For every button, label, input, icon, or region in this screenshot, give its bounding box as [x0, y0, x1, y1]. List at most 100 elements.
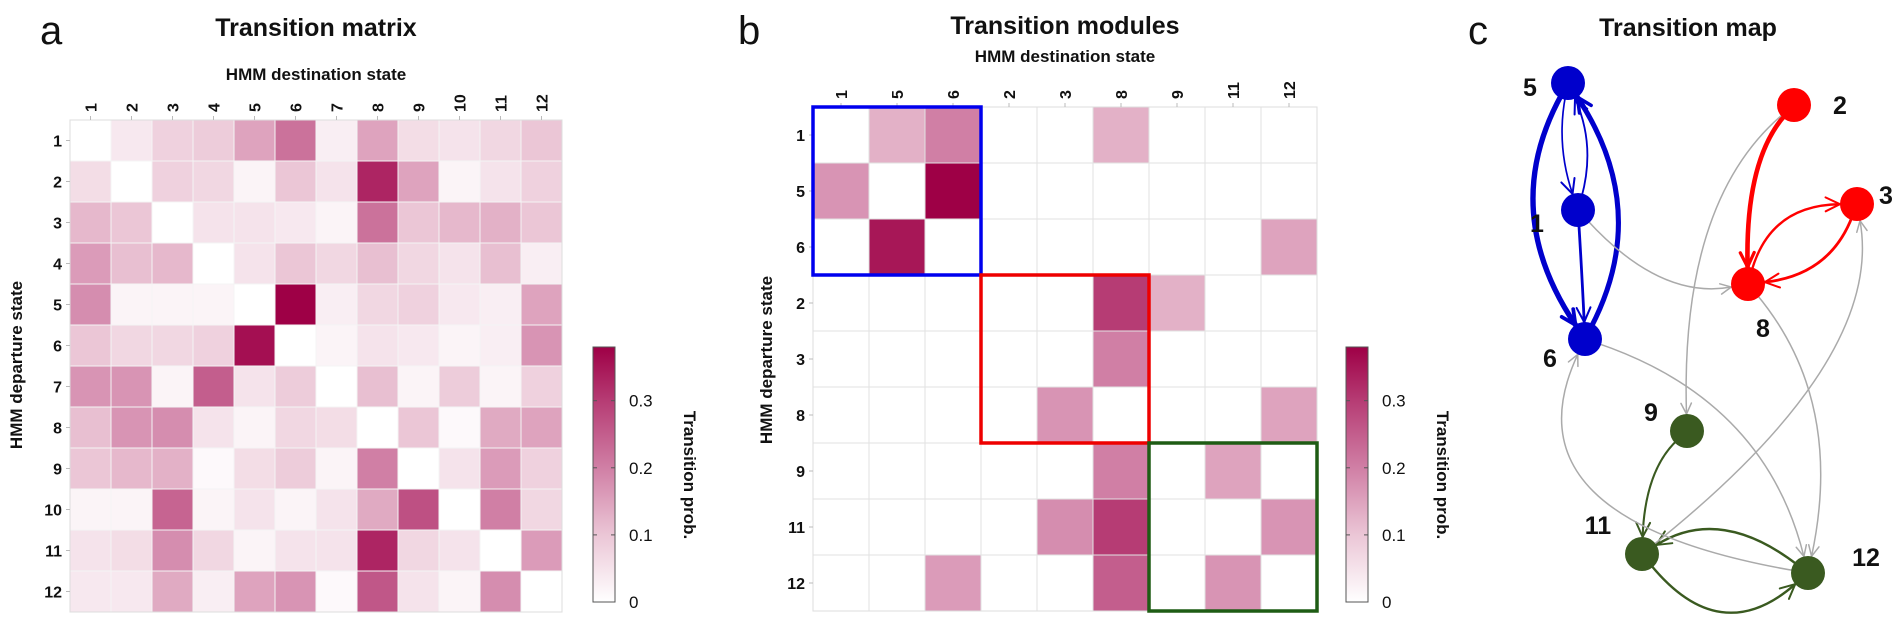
network-edge [1755, 293, 1822, 558]
heatmap-cell [69, 365, 112, 408]
heatmap-cell [868, 162, 926, 220]
node-label: 1 [1530, 210, 1544, 238]
heatmap-cell [980, 386, 1038, 444]
network-node [1568, 322, 1602, 356]
heatmap-cell [520, 365, 563, 408]
heatmap-cell [233, 201, 276, 244]
y-tick-label: 12 [44, 585, 62, 602]
heatmap-cell [868, 386, 926, 444]
heatmap-cell [397, 406, 440, 449]
heatmap-cell [1148, 498, 1206, 556]
heatmap-cell [438, 160, 481, 203]
colorbar-tick-label: 0.1 [629, 526, 653, 545]
heatmap-cell [69, 529, 112, 572]
heatmap-cell [274, 529, 317, 572]
heatmap-cell [438, 365, 481, 408]
heatmap-cell [233, 488, 276, 531]
heatmap-cell [980, 218, 1038, 276]
heatmap-cell [233, 242, 276, 285]
node-label: 2 [1833, 92, 1847, 120]
heatmap-cell [1036, 498, 1094, 556]
heatmap-cell [315, 119, 358, 162]
colorbar-tick-label: 0 [1382, 593, 1391, 612]
y-tick-label: 5 [796, 184, 805, 201]
heatmap-cell [520, 283, 563, 326]
heatmap-cell [356, 160, 399, 203]
node-label: 9 [1644, 399, 1658, 427]
heatmap-cell [980, 554, 1038, 612]
colorbar-tick-label: 0.1 [1382, 526, 1406, 545]
heatmap-cell [233, 406, 276, 449]
heatmap-cell [233, 324, 276, 367]
colorbar-tick-label: 0.3 [629, 392, 653, 411]
heatmap-cell [274, 570, 317, 613]
panel-b: b Transition modules HMM destination sta… [738, 9, 1452, 613]
heatmap-cell [315, 488, 358, 531]
heatmap-cell [397, 201, 440, 244]
colorbar-tick-label: 0.2 [1382, 459, 1406, 478]
x-tick-label: 4 [207, 103, 224, 112]
heatmap-cell [1092, 330, 1150, 388]
node-label: 5 [1523, 74, 1537, 102]
heatmap-cell [315, 529, 358, 572]
heatmap-cell [812, 162, 870, 220]
heatmap-cell [315, 201, 358, 244]
y-tick-label: 8 [53, 421, 62, 438]
network-node [1561, 193, 1595, 227]
heatmap-cell [356, 570, 399, 613]
heatmap-cell [438, 406, 481, 449]
heatmap-cell [233, 283, 276, 326]
heatmap-cell [924, 386, 982, 444]
heatmap-cell [980, 106, 1038, 164]
x-tick-label: 11 [494, 95, 511, 112]
heatmap-cell [1036, 106, 1094, 164]
heatmap-cell [233, 447, 276, 490]
network-edge [1586, 218, 1733, 290]
heatmap-cell [868, 498, 926, 556]
heatmap-cell [274, 201, 317, 244]
heatmap-cell [1204, 274, 1262, 332]
heatmap-a-title: Transition matrix [215, 14, 417, 42]
edge-arrowhead-icon [1807, 543, 1820, 559]
network-edge [1750, 203, 1842, 273]
heatmap-cell [356, 283, 399, 326]
network-edge [1574, 97, 1589, 199]
heatmap-cell [1204, 386, 1262, 444]
heatmap-cell [868, 442, 926, 500]
node-label: 3 [1879, 182, 1893, 210]
heatmap-cell [315, 283, 358, 326]
y-tick-label: 2 [796, 296, 805, 313]
heatmap-cell [924, 442, 982, 500]
heatmap-a-xlabel: HMM destination state [226, 65, 406, 84]
heatmap-cell [520, 447, 563, 490]
heatmap-cell [151, 529, 194, 572]
heatmap-cell [812, 498, 870, 556]
heatmap-cell [479, 283, 522, 326]
x-tick-label: 10 [453, 94, 470, 112]
heatmap-cell [1260, 554, 1318, 612]
heatmap-cell [520, 488, 563, 531]
heatmap-cell [1148, 330, 1206, 388]
heatmap-cell [1260, 162, 1318, 220]
y-tick-label: 11 [788, 520, 805, 537]
heatmap-cell [274, 283, 317, 326]
heatmap-cell [110, 488, 153, 531]
heatmap-cell [520, 529, 563, 572]
heatmap-cell [356, 406, 399, 449]
colorbar-gradient [592, 346, 616, 603]
heatmap-cell [151, 406, 194, 449]
heatmap-cell [1260, 274, 1318, 332]
heatmap-cell [69, 324, 112, 367]
y-tick-label: 9 [796, 464, 805, 481]
heatmap-cell [192, 447, 235, 490]
heatmap-cell [980, 274, 1038, 332]
heatmap-cell [812, 330, 870, 388]
heatmap-cell [192, 570, 235, 613]
heatmap-cell [110, 447, 153, 490]
heatmap-cell [438, 119, 481, 162]
node-label: 8 [1756, 315, 1770, 343]
y-tick-label: 3 [796, 352, 805, 369]
heatmap-cell [868, 274, 926, 332]
heatmap-cell [192, 160, 235, 203]
